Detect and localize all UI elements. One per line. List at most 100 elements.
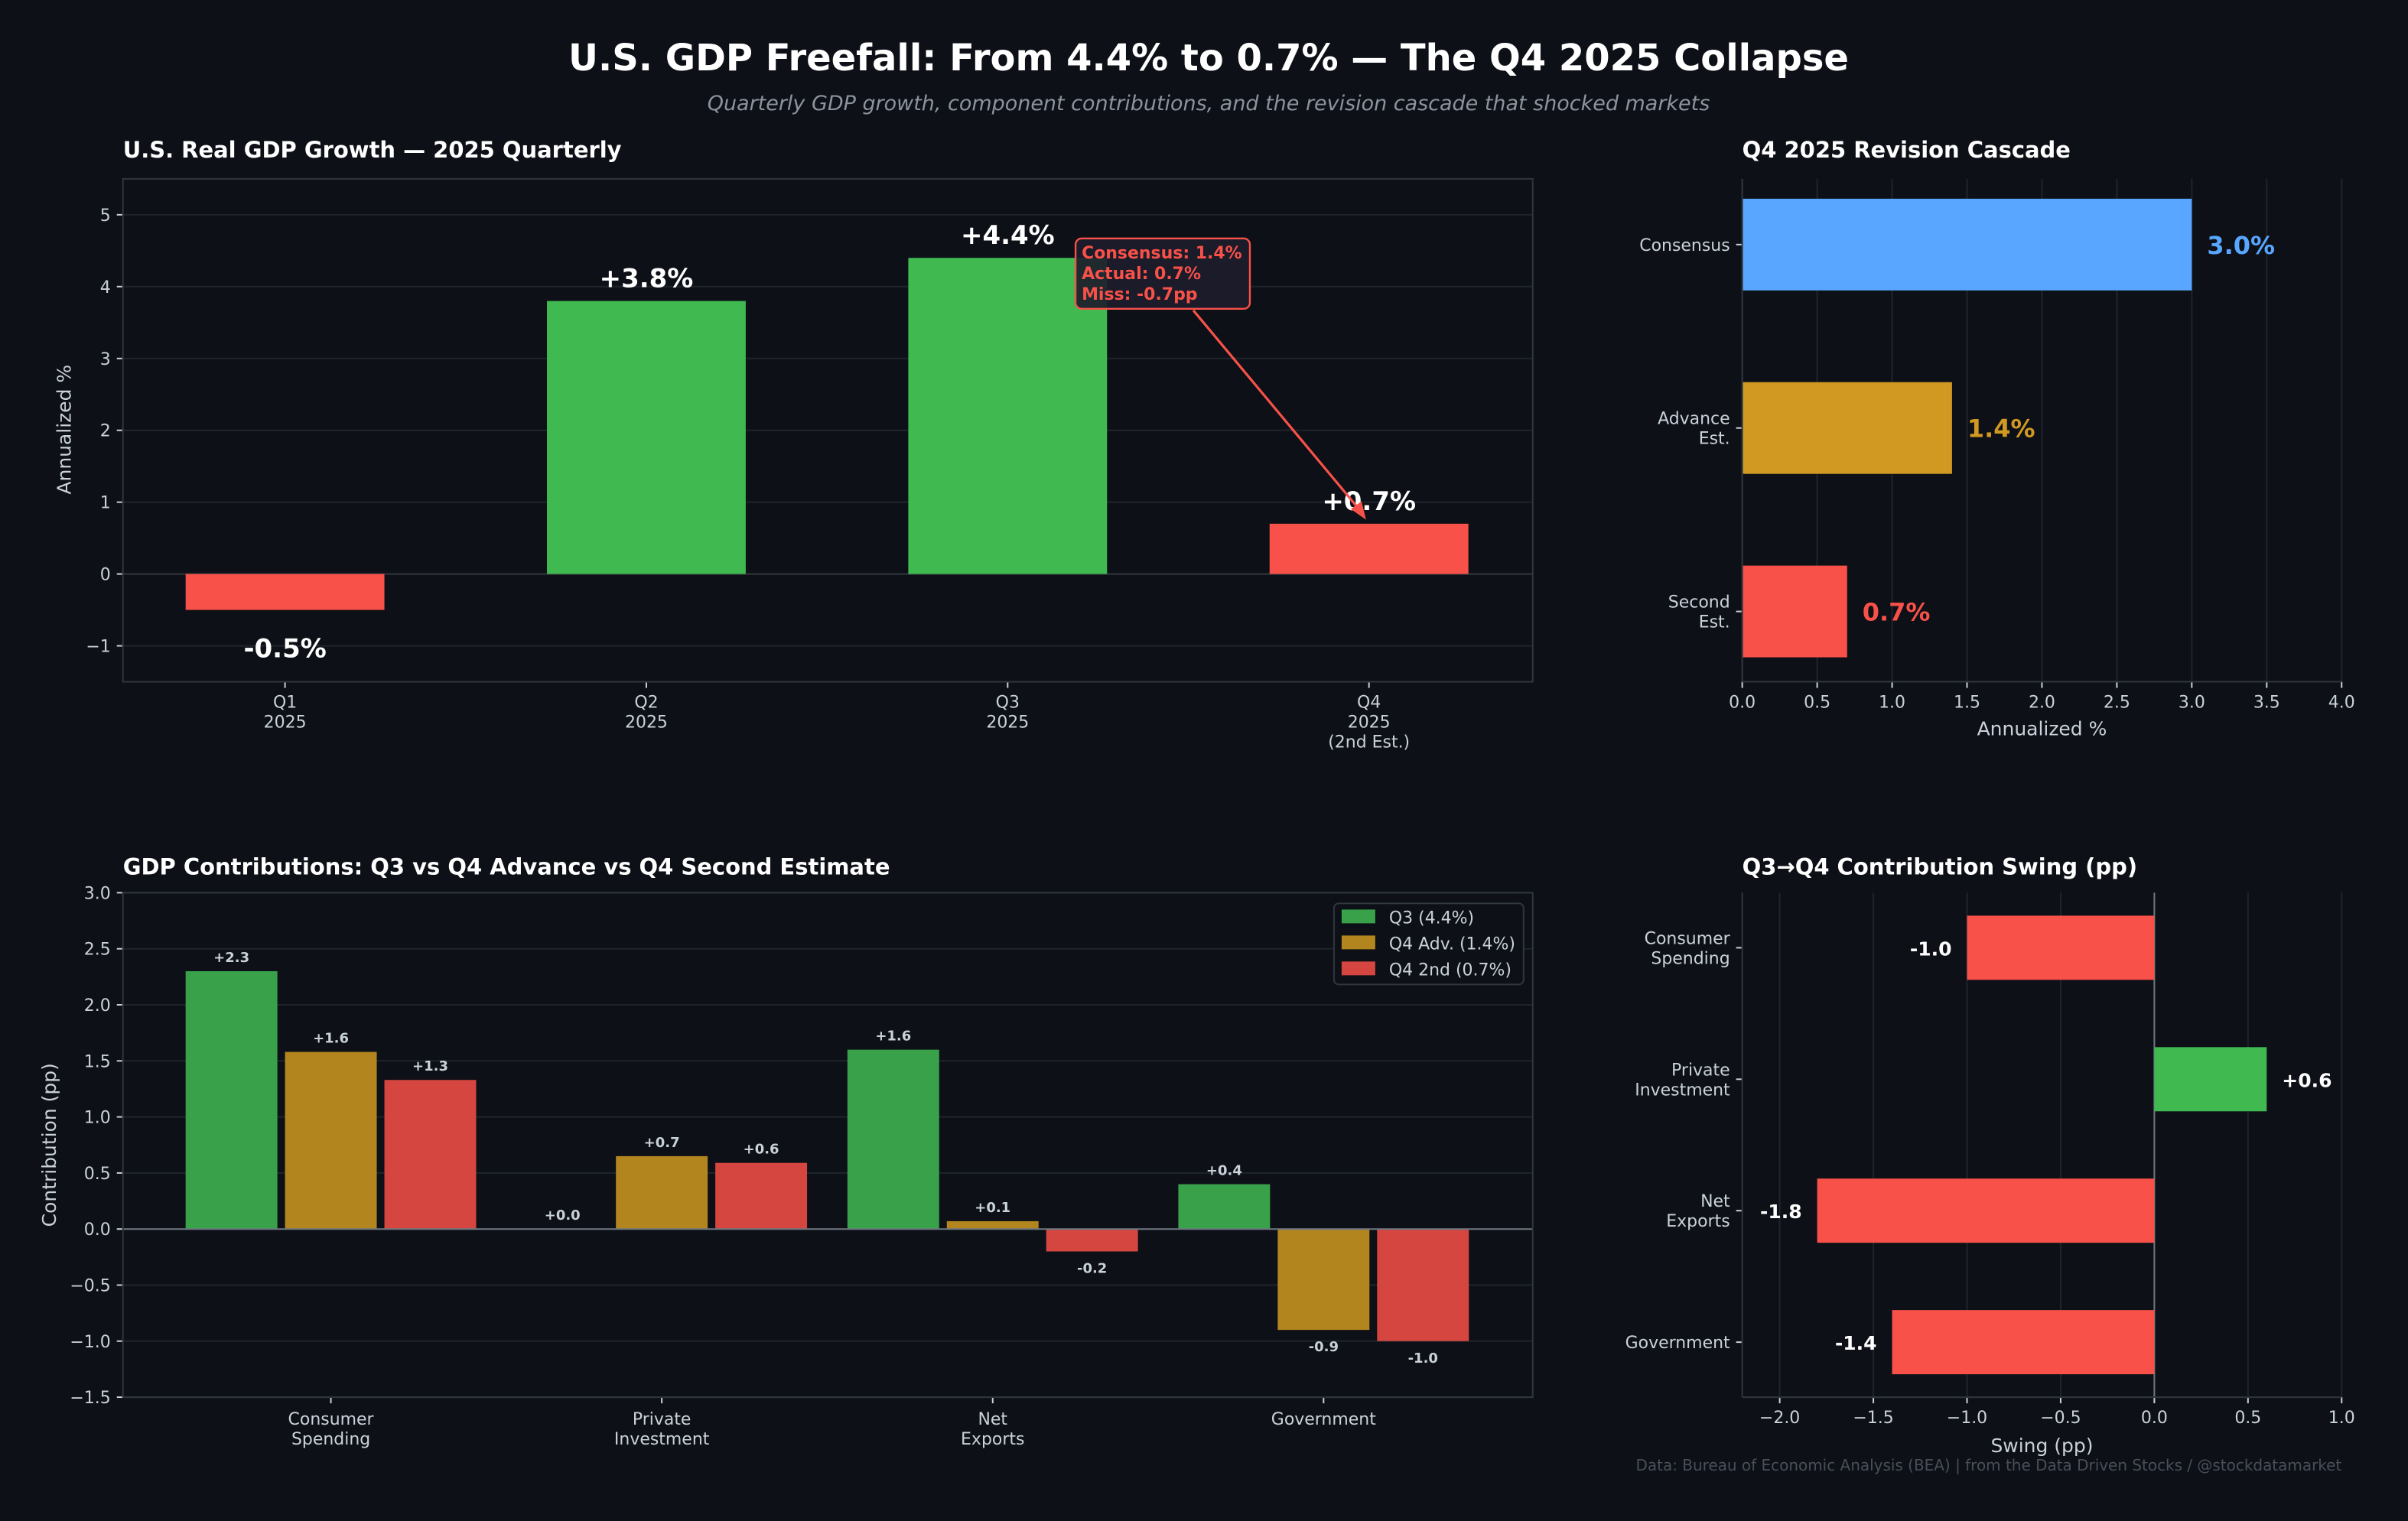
legend-swatch bbox=[1341, 961, 1375, 976]
annotation-box bbox=[1074, 237, 1251, 310]
x-tick-label: Government bbox=[1271, 1410, 1376, 1429]
x-tick-label: 0.5 bbox=[2234, 1409, 2261, 1428]
axes-frame bbox=[122, 177, 1534, 683]
x-tick-label: −1.0 bbox=[1947, 1409, 1987, 1428]
legend-label: Q4 2nd (0.7%) bbox=[1389, 960, 1512, 980]
y-tick-label-line: Net bbox=[1700, 1192, 1730, 1211]
y-tick-label: Government bbox=[1625, 1334, 1730, 1353]
x-tick-label-line: 2025 bbox=[264, 713, 307, 733]
x-tick-label-line: Government bbox=[1271, 1410, 1376, 1429]
data-label: +3.8% bbox=[600, 264, 694, 294]
y-tick-label: 4 bbox=[100, 278, 111, 297]
data-label: 3.0% bbox=[2207, 231, 2275, 260]
x-tick-label: Consumer Spending bbox=[288, 1410, 375, 1449]
y-tick-label: 2.0 bbox=[84, 996, 111, 1016]
data-label: -0.2 bbox=[1077, 1260, 1107, 1276]
data-label: +4.4% bbox=[961, 220, 1055, 251]
y-tick-label-line: Government bbox=[1625, 1334, 1730, 1353]
x-tick-label: 3.5 bbox=[2253, 694, 2280, 713]
x-tick-label: 2.0 bbox=[2029, 694, 2055, 713]
y-tick-label: 0.5 bbox=[84, 1165, 111, 1184]
data-label: -1.4 bbox=[1835, 1332, 1877, 1354]
data-label: 0.7% bbox=[1863, 598, 1931, 627]
x-tick-label: Q2 2025 bbox=[625, 694, 668, 733]
data-label: +2.3 bbox=[213, 950, 249, 966]
y-tick-label-line: Consumer bbox=[1645, 929, 1731, 948]
y-tick-label: 0.0 bbox=[84, 1220, 111, 1240]
y-tick-label: 0 bbox=[100, 566, 111, 585]
data-label: +0.0 bbox=[545, 1207, 581, 1224]
gdp-ylabel: Annualized % bbox=[54, 365, 76, 495]
x-tick-label-line: Exports bbox=[961, 1430, 1024, 1449]
y-tick-label: 3.0 bbox=[84, 884, 111, 903]
swing-chart: −2.0 −1.5 −1.0 −0.5 0.0 0.5 1.0 -1.0 Consumer Spe… bbox=[1625, 892, 2355, 1428]
y-tick-label-line: Consensus bbox=[1639, 236, 1730, 255]
x-tick-label: −1.5 bbox=[1853, 1409, 1893, 1428]
y-tick-label: −0.5 bbox=[70, 1276, 110, 1295]
x-tick-label: Q3 2025 bbox=[986, 694, 1029, 733]
bar-consumer-spending bbox=[1967, 915, 2155, 980]
x-tick-label: 0.0 bbox=[1729, 694, 1756, 713]
bar-q3 bbox=[847, 1049, 939, 1230]
x-tick-label: Q1 2025 bbox=[264, 694, 307, 733]
x-tick-label: −2.0 bbox=[1759, 1409, 1800, 1428]
data-label: +0.6 bbox=[744, 1142, 779, 1158]
footer-source: Data: Bureau of Economic Analysis (BEA) … bbox=[1636, 1456, 2342, 1474]
figure-subtitle: Quarterly GDP growth, component contribu… bbox=[708, 92, 1710, 115]
data-label: 1.4% bbox=[1967, 414, 2035, 444]
x-tick-label-line: 2025 bbox=[1348, 713, 1391, 733]
legend-box bbox=[1333, 902, 1525, 986]
y-tick-label: 3 bbox=[100, 350, 111, 369]
revision-cascade-chart: 0.0 0.5 1.0 1.5 2.0 2.5 3.0 3.5 4.0 3.0% Consensus… bbox=[1639, 178, 2355, 713]
y-tick-label: −1.5 bbox=[70, 1389, 110, 1408]
x-tick-label-line: Investment bbox=[614, 1430, 710, 1449]
legend: Q3 (4.4%) Q4 Adv. (1.4%) Q4 2nd (0.7%) bbox=[1333, 902, 1525, 986]
revision-xlabel: Annualized % bbox=[1977, 718, 2107, 740]
bar-q2 bbox=[547, 301, 746, 574]
y-tick-label-line: Est. bbox=[1699, 430, 1730, 449]
y-tick-label: 2.5 bbox=[84, 941, 111, 960]
axes-frame bbox=[122, 892, 1534, 1399]
y-tick-label-line: Second bbox=[1668, 593, 1730, 613]
bar-q4-2nd bbox=[1046, 1229, 1138, 1252]
bar-second-est bbox=[1742, 565, 1847, 658]
x-tick-label-line: Q1 bbox=[273, 694, 297, 713]
x-tick-label: 4.0 bbox=[2328, 694, 2355, 713]
x-tick-label-line: Q4 bbox=[1357, 694, 1381, 713]
y-tick-label: 1.5 bbox=[84, 1052, 111, 1071]
x-tick-label-line: Spending bbox=[291, 1430, 370, 1449]
y-tick-label: 1 bbox=[100, 494, 111, 513]
y-tick-label-line: Investment bbox=[1635, 1081, 1730, 1100]
legend-label: Q3 (4.4%) bbox=[1389, 908, 1474, 928]
x-tick-label: 1.0 bbox=[1879, 694, 1905, 713]
data-label: -1.0 bbox=[1408, 1350, 1438, 1367]
figure-title: U.S. GDP Freefall: From 4.4% to 0.7% — T… bbox=[568, 37, 1849, 80]
x-tick-label-line: Private bbox=[633, 1410, 691, 1429]
arrowhead-icon bbox=[1350, 501, 1366, 520]
x-tick-label: 3.0 bbox=[2179, 694, 2205, 713]
annotation-text: Miss: -0.7pp bbox=[1082, 285, 1197, 304]
data-label: +1.3 bbox=[412, 1058, 448, 1074]
x-tick-label: −0.5 bbox=[2040, 1409, 2081, 1428]
x-tick-label: Net Exports bbox=[961, 1410, 1024, 1449]
annotation-arrow bbox=[1192, 309, 1363, 513]
bar-q4-2nd bbox=[715, 1162, 808, 1230]
data-label: +0.4 bbox=[1206, 1163, 1242, 1179]
contrib-ylabel: Contribution (pp) bbox=[38, 1063, 60, 1227]
legend-label: Q4 Adv. (1.4%) bbox=[1389, 934, 1515, 954]
swing-xlabel: Swing (pp) bbox=[1990, 1435, 2093, 1457]
bar-q4 bbox=[1269, 523, 1469, 574]
data-label: +0.7 bbox=[644, 1135, 680, 1151]
legend-swatch bbox=[1341, 909, 1375, 924]
data-label: -1.0 bbox=[1910, 938, 1952, 960]
x-tick-label-line: 2025 bbox=[625, 713, 668, 733]
data-label: +0.6 bbox=[2282, 1069, 2332, 1091]
y-tick-label: −1 bbox=[86, 638, 110, 657]
bar-consensus bbox=[1742, 198, 2192, 291]
x-tick-label: 0.5 bbox=[1804, 694, 1830, 713]
bar-q3 bbox=[908, 258, 1108, 574]
x-tick-label: 1.0 bbox=[2328, 1409, 2355, 1428]
y-tick-label: Advance Est. bbox=[1658, 410, 1730, 449]
x-tick-label: Private Investment bbox=[614, 1410, 710, 1449]
